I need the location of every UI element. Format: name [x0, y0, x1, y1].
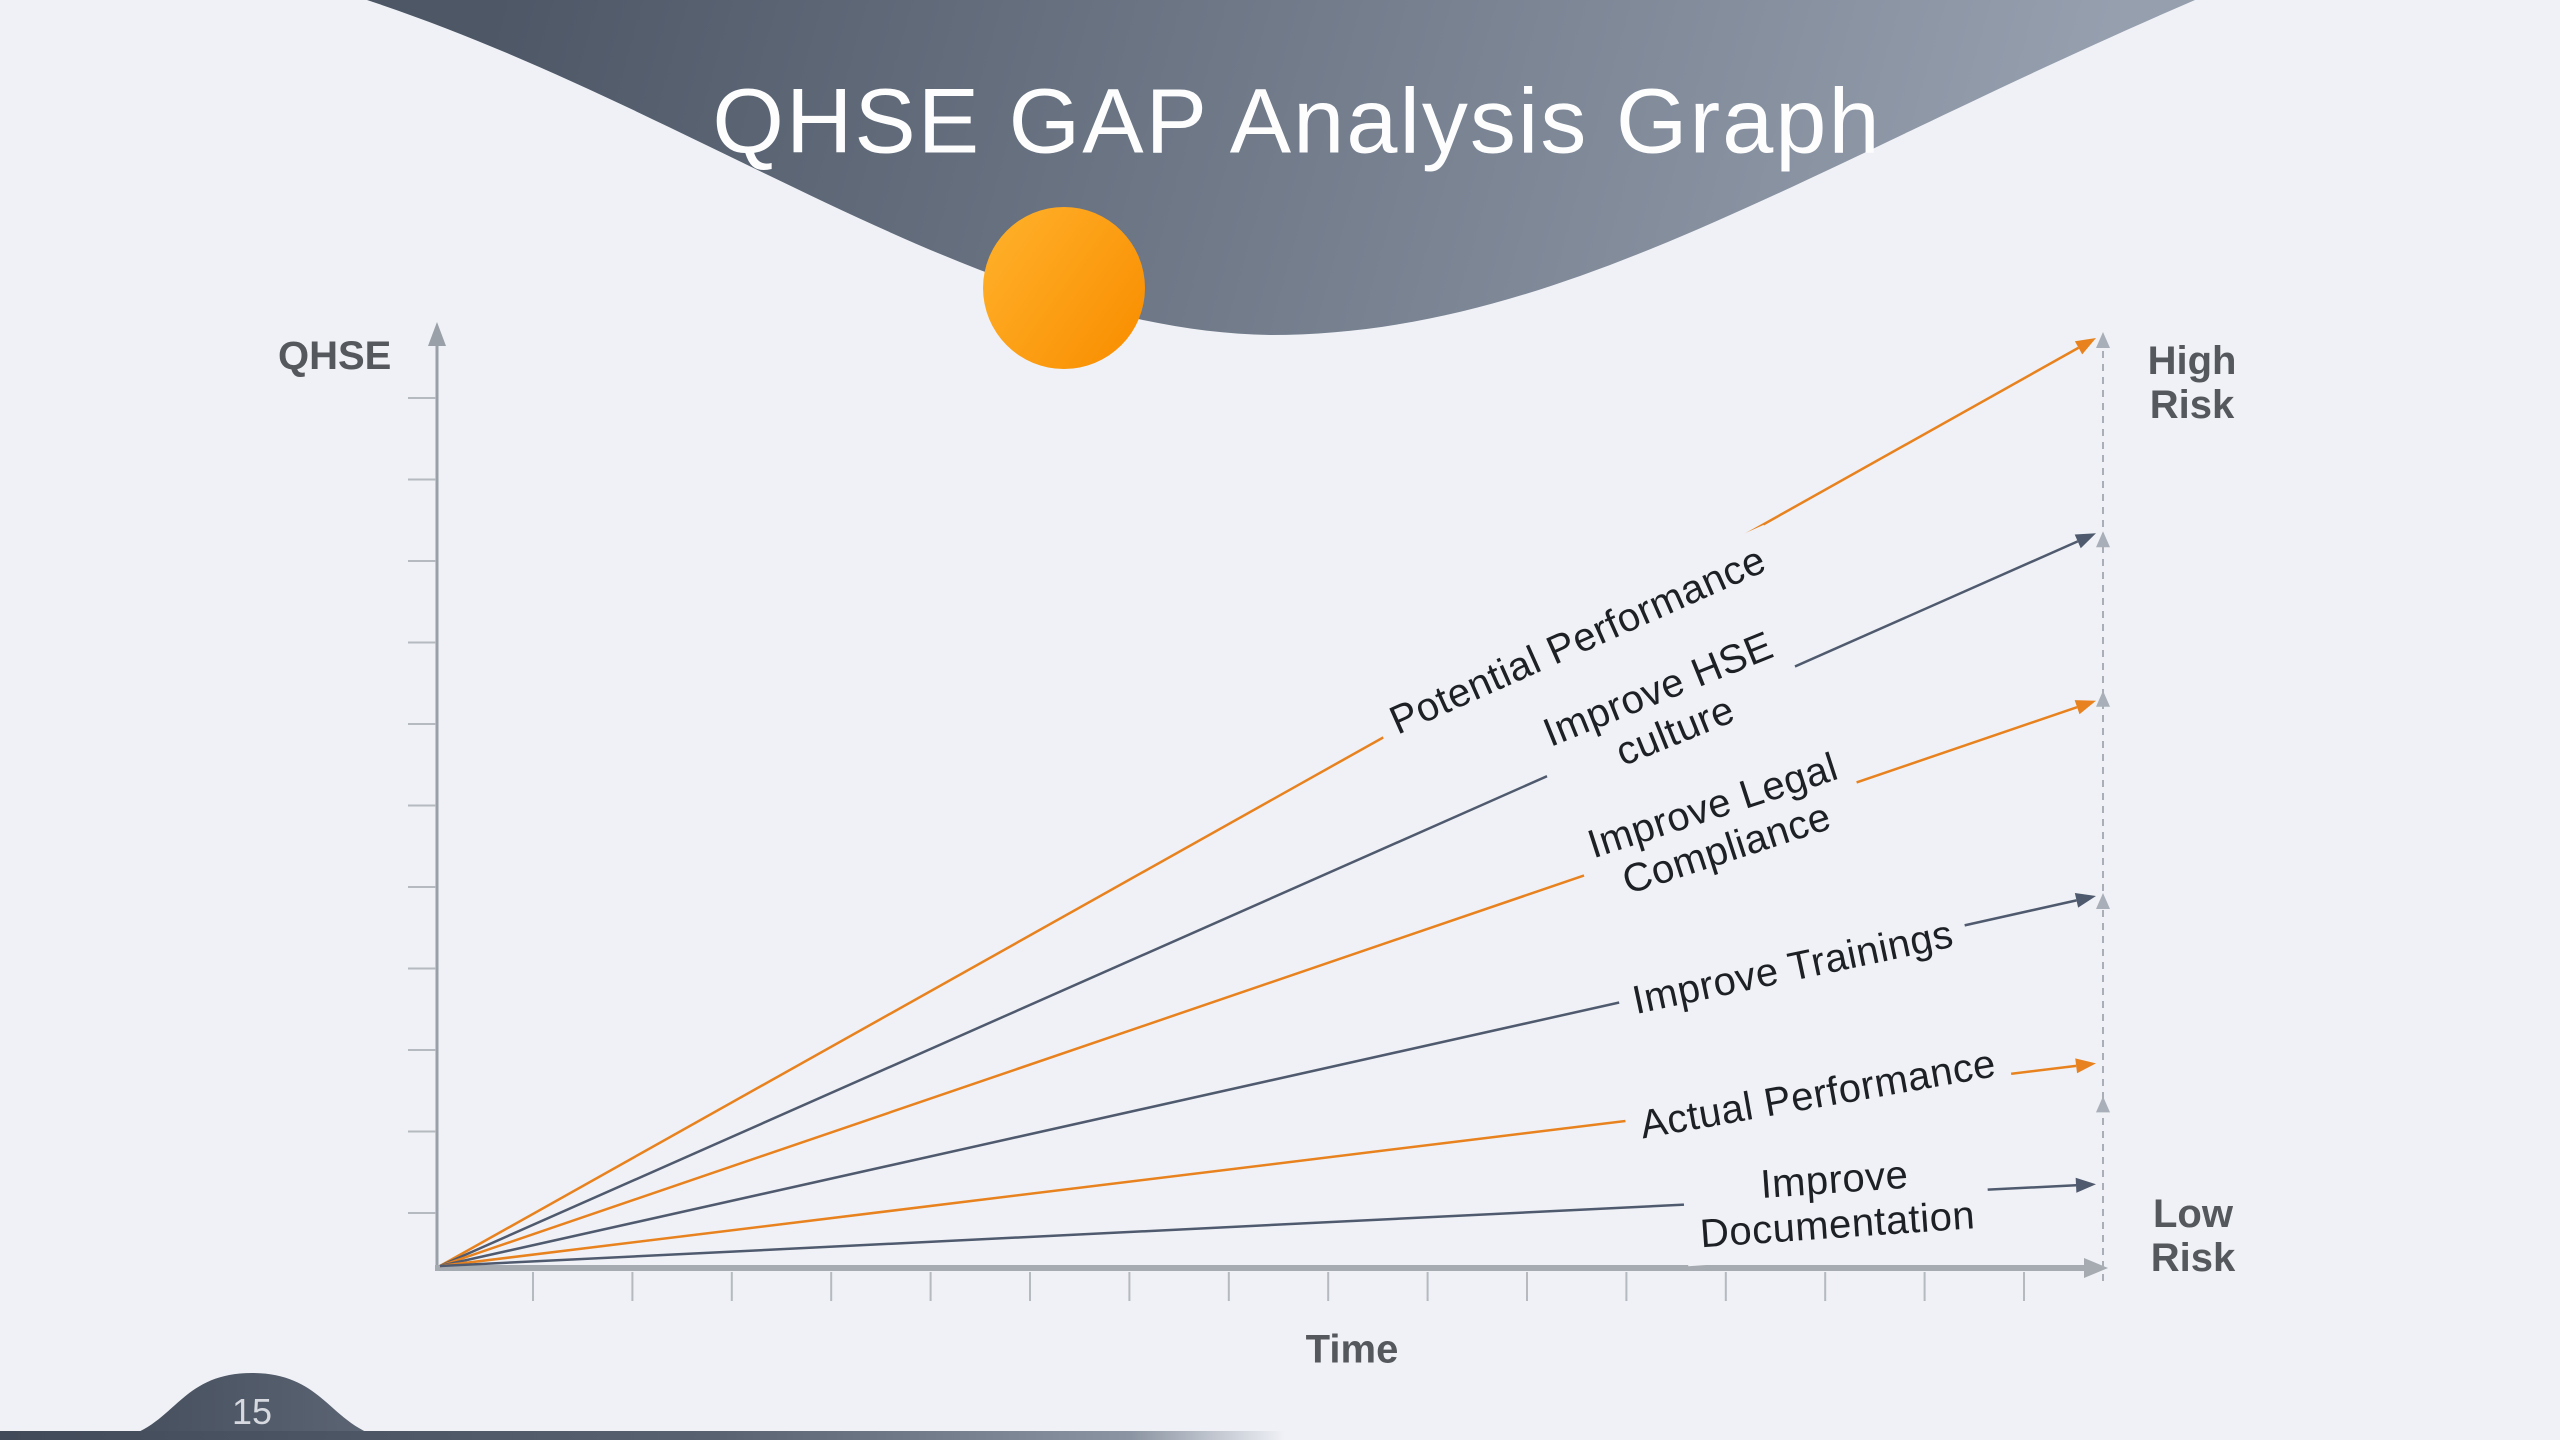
series-label-improve-documentation: Improve Documentation — [1680, 1139, 1992, 1267]
series-line-1 — [439, 540, 2079, 1268]
page-number: 15 — [231, 1391, 273, 1432]
accent-circle — [983, 207, 1145, 369]
series-line-0 — [439, 346, 2080, 1268]
gap-up-arrow-icon — [2096, 332, 2110, 348]
series-arrow-icon-4 — [2075, 1058, 2096, 1074]
page-number-wave — [110, 1373, 395, 1440]
gap-up-arrow-icon — [2096, 690, 2110, 707]
slide-title: QHSE GAP Analysis Graph — [712, 70, 1882, 173]
x-axis-arrow-icon — [2084, 1258, 2108, 1278]
gap-up-arrow-icon — [2096, 1096, 2110, 1113]
series-arrow-icon-1 — [2074, 533, 2096, 549]
x-axis-label: Time — [1305, 1327, 1399, 1372]
series-arrow-icon-5 — [2075, 1177, 2096, 1193]
series-arrow-icon-3 — [2074, 893, 2096, 908]
y-axis-label: QHSE — [278, 334, 392, 378]
y-axis-ticks — [408, 397, 436, 1214]
gap-up-arrow-icon — [2096, 531, 2110, 548]
high-risk-label: High Risk — [2147, 339, 2237, 427]
low-risk-label: Low Risk — [2150, 1192, 2236, 1280]
bottom-accent-bar — [0, 1431, 1285, 1440]
series-arrow-icon-2 — [2074, 700, 2096, 715]
gap-up-arrow-icon — [2096, 893, 2110, 909]
y-axis-arrow-icon — [428, 322, 446, 346]
gap-up-arrows — [2096, 332, 2110, 1113]
series-arrow-icon-0 — [2074, 338, 2096, 355]
header-wave — [367, 0, 2195, 335]
x-axis-ticks — [532, 1272, 2025, 1301]
